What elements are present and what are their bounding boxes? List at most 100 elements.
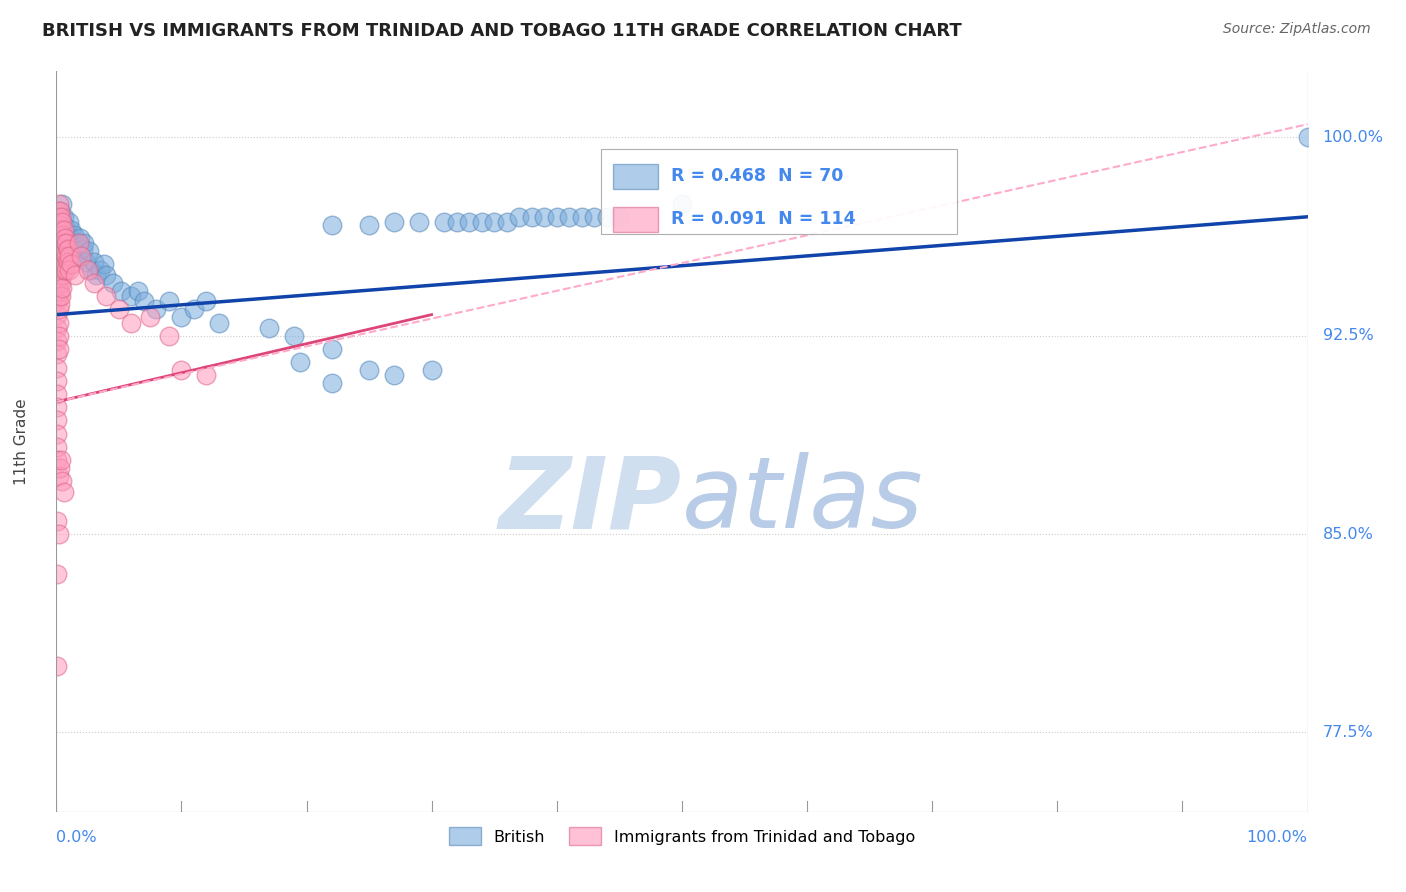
Point bbox=[51, 262, 73, 277]
Text: 77.5%: 77.5% bbox=[1323, 725, 1374, 739]
Point bbox=[51, 228, 73, 243]
Point bbox=[208, 316, 231, 330]
Point bbox=[48, 316, 70, 330]
Point bbox=[139, 310, 162, 325]
Point bbox=[51, 236, 73, 251]
Point bbox=[195, 294, 218, 309]
Point bbox=[51, 242, 73, 256]
Point bbox=[56, 242, 79, 256]
Point bbox=[56, 254, 79, 268]
Point bbox=[46, 360, 69, 375]
Point bbox=[52, 262, 75, 277]
Point bbox=[51, 196, 73, 211]
Point bbox=[132, 294, 155, 309]
Point bbox=[48, 527, 70, 541]
Point bbox=[108, 302, 131, 317]
Point bbox=[51, 228, 73, 243]
Text: 100.0%: 100.0% bbox=[1247, 830, 1308, 846]
Text: R = 0.468  N = 70: R = 0.468 N = 70 bbox=[671, 168, 844, 186]
Point bbox=[83, 276, 105, 290]
Point bbox=[53, 257, 76, 271]
Point bbox=[55, 250, 77, 264]
Point bbox=[66, 236, 89, 251]
Point bbox=[52, 223, 75, 237]
Point bbox=[558, 210, 581, 224]
Point bbox=[321, 376, 343, 391]
Point bbox=[471, 215, 494, 229]
Point bbox=[433, 215, 456, 229]
Point bbox=[46, 308, 69, 322]
Point bbox=[70, 250, 93, 264]
Point bbox=[46, 347, 69, 361]
Point bbox=[58, 215, 80, 229]
Text: BRITISH VS IMMIGRANTS FROM TRINIDAD AND TOBAGO 11TH GRADE CORRELATION CHART: BRITISH VS IMMIGRANTS FROM TRINIDAD AND … bbox=[42, 22, 962, 40]
Point bbox=[58, 262, 80, 277]
Point bbox=[89, 262, 111, 277]
Point bbox=[484, 215, 506, 229]
Point bbox=[290, 355, 312, 369]
Point bbox=[170, 363, 193, 377]
Point bbox=[49, 297, 72, 311]
Point bbox=[101, 276, 124, 290]
Point bbox=[48, 250, 70, 264]
Point bbox=[46, 566, 69, 581]
Text: R = 0.091  N = 114: R = 0.091 N = 114 bbox=[671, 211, 855, 228]
Point bbox=[48, 262, 70, 277]
Point bbox=[157, 294, 180, 309]
Point bbox=[76, 262, 98, 277]
Text: 0.0%: 0.0% bbox=[56, 830, 97, 846]
Point bbox=[83, 254, 105, 268]
Point bbox=[49, 270, 72, 285]
Point bbox=[120, 316, 142, 330]
Point bbox=[62, 242, 84, 256]
FancyBboxPatch shape bbox=[613, 207, 658, 232]
Point bbox=[46, 453, 69, 467]
Point bbox=[458, 215, 481, 229]
Point bbox=[46, 204, 69, 219]
Point bbox=[52, 210, 75, 224]
Point bbox=[46, 413, 69, 427]
Point bbox=[671, 196, 693, 211]
Point bbox=[46, 228, 69, 243]
Point bbox=[46, 321, 69, 335]
Point bbox=[49, 204, 72, 219]
Point bbox=[52, 484, 75, 499]
Point bbox=[46, 514, 69, 528]
Point bbox=[51, 474, 73, 488]
Point bbox=[46, 426, 69, 441]
Point bbox=[596, 210, 619, 224]
Point bbox=[53, 220, 76, 235]
Point bbox=[51, 268, 73, 282]
Point bbox=[67, 236, 90, 251]
Point bbox=[321, 342, 343, 356]
Point bbox=[46, 254, 69, 268]
Point bbox=[51, 289, 73, 303]
Point bbox=[48, 469, 70, 483]
Point bbox=[46, 334, 69, 348]
Point bbox=[55, 236, 77, 251]
Point bbox=[56, 228, 79, 243]
Point bbox=[195, 368, 218, 383]
Point bbox=[46, 440, 69, 454]
Text: ZIP: ZIP bbox=[499, 452, 682, 549]
Text: atlas: atlas bbox=[682, 452, 924, 549]
Point bbox=[48, 342, 70, 356]
Point bbox=[55, 242, 77, 256]
Text: 92.5%: 92.5% bbox=[1323, 328, 1374, 343]
Point bbox=[46, 387, 69, 401]
Point bbox=[46, 242, 69, 256]
FancyBboxPatch shape bbox=[600, 149, 957, 235]
Point bbox=[51, 223, 73, 237]
Point bbox=[84, 268, 107, 282]
Point bbox=[571, 210, 593, 224]
Point bbox=[145, 302, 167, 317]
Point bbox=[495, 215, 517, 229]
Point bbox=[170, 310, 193, 325]
Point bbox=[127, 284, 149, 298]
Point bbox=[48, 328, 70, 343]
Point bbox=[183, 302, 205, 317]
Point bbox=[60, 257, 83, 271]
Point bbox=[72, 242, 94, 256]
Point bbox=[96, 268, 118, 282]
Point bbox=[51, 254, 73, 268]
